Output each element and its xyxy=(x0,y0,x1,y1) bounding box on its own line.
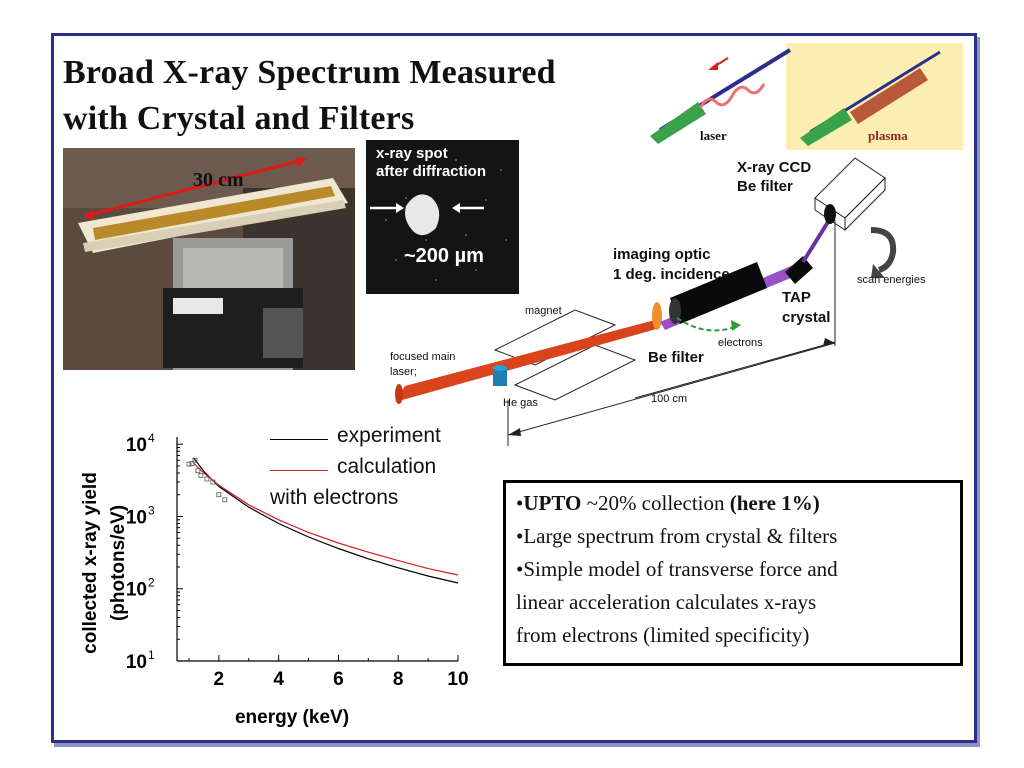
scan-energies-label: scan energies xyxy=(857,274,926,286)
bullet-1: •UPTO ~20% collection (here 1%) xyxy=(516,487,950,520)
title-line-2: with Crystal and Filters xyxy=(63,100,415,137)
y-tick-exponent: 4 xyxy=(148,431,155,445)
ccd-label-2: Be filter xyxy=(737,178,793,195)
y-tick-exponent: 1 xyxy=(148,648,155,662)
data-point-marker xyxy=(204,476,210,482)
ccd-label-1: X-ray CCD xyxy=(737,159,811,176)
tap-label-1: TAP xyxy=(782,289,811,306)
spot-label-1: x-ray spot xyxy=(376,145,448,162)
x-tick-label: 4 xyxy=(273,669,284,690)
crystal-photo: 30 cm xyxy=(63,148,355,370)
x-tick-label: 10 xyxy=(447,669,468,690)
x-axis-label: energy (keV) xyxy=(235,707,349,728)
y-tick-exponent: 3 xyxy=(148,503,155,517)
inset-plasma-label: plasma xyxy=(868,128,908,143)
bullet-3: •Simple model of transverse force and xyxy=(516,557,838,581)
bullet-3-line-2: linear acceleration calculates x-rays xyxy=(516,590,817,614)
x-tick-label: 6 xyxy=(333,669,344,690)
photo-scale-label: 30 cm xyxy=(193,169,244,191)
data-point-marker xyxy=(195,468,201,474)
y-tick-label: 10 xyxy=(126,507,147,528)
y-tick-label: 10 xyxy=(126,435,147,456)
y-tick-exponent: 2 xyxy=(148,576,155,590)
data-point-marker xyxy=(222,497,228,503)
legend-label-experiment: experiment xyxy=(337,424,441,447)
y-axis-label-1: collected x-ray yield xyxy=(80,472,101,654)
he-gas-label: He gas xyxy=(503,397,538,409)
distance-label: 100 cm xyxy=(651,393,687,405)
spot-size-label: ~200 µm xyxy=(404,245,484,267)
optic-label-1: imaging optic xyxy=(613,246,711,263)
y-tick-label: 10 xyxy=(126,652,147,673)
xray-spot-image: x-ray spot after diffraction ~200 µm xyxy=(366,140,519,294)
bullet-1-marker: • xyxy=(516,491,524,515)
legend-swatch-experiment xyxy=(270,439,328,440)
y-axis-label-2: (photons/eV) xyxy=(108,505,129,621)
bullet-1-bold2: (here 1%) xyxy=(729,491,820,515)
legend-swatch-calculation xyxy=(270,470,328,471)
bullet-2: •Large spectrum from crystal & filters xyxy=(516,524,838,548)
slide-title: Broad X-ray Spectrum Measured with Cryst… xyxy=(63,50,556,142)
magnet-label: magnet xyxy=(525,305,562,317)
data-point-marker xyxy=(186,461,192,467)
setup-diagram: X-ray CCD Be filter scan energies imagin… xyxy=(390,157,926,446)
slide-frame xyxy=(51,33,977,743)
data-point-marker xyxy=(189,461,195,466)
data-point-marker xyxy=(198,473,204,478)
y-tick-label: 10 xyxy=(126,580,147,601)
legend-label-calculation: calculation xyxy=(337,455,437,478)
laser-plasma-insets: laser plasma xyxy=(650,43,963,150)
inset-laser-label: laser xyxy=(700,128,727,143)
tap-label-2: crystal xyxy=(782,309,830,326)
x-tick-label: 2 xyxy=(214,669,225,690)
data-point-marker xyxy=(216,492,222,498)
series-line-calculation xyxy=(192,462,459,576)
laser-label-2: laser; xyxy=(390,366,417,378)
laser-label-1: focused main xyxy=(390,351,455,363)
be-filter-label: Be filter xyxy=(648,349,704,366)
bullet-1-text: ~20% collection xyxy=(581,491,730,515)
legend-label-electrons: with electrons xyxy=(270,486,399,509)
optic-label-2: 1 deg. incidence xyxy=(613,266,730,283)
spot-label-2: after diffraction xyxy=(376,163,486,180)
data-point-marker xyxy=(192,457,198,463)
summary-box: •UPTO ~20% collection (here 1%) •Large s… xyxy=(503,480,963,666)
x-tick-label: 8 xyxy=(393,669,404,690)
bullet-1-bold: UPTO xyxy=(523,491,582,515)
bullet-3-line-3: from electrons (limited specificity) xyxy=(516,623,810,647)
title-line-1: Broad X-ray Spectrum Measured xyxy=(63,54,556,91)
electrons-label: electrons xyxy=(718,337,763,349)
data-point-marker xyxy=(210,479,216,485)
